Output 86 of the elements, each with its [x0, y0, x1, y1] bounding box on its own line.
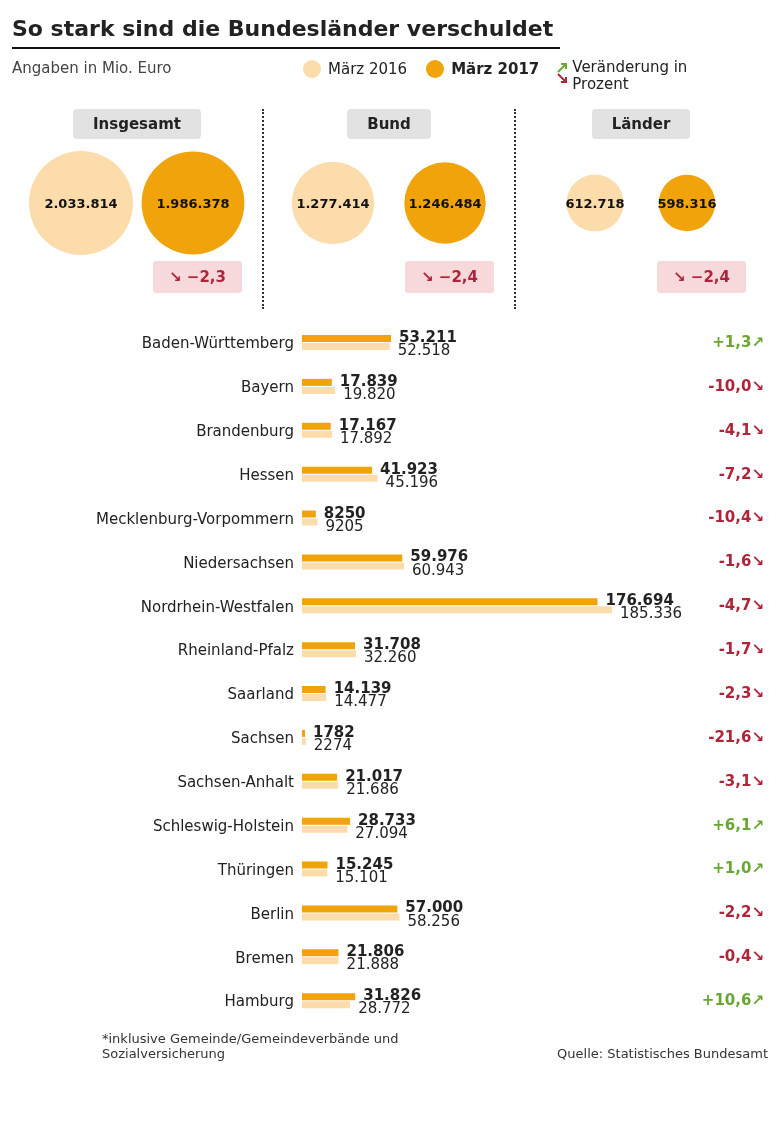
- legend-label: März 2017: [451, 60, 540, 78]
- bar: [302, 817, 351, 825]
- text: +1,3↗: [712, 332, 764, 351]
- bar: [302, 642, 356, 650]
- text: -10,4↘: [708, 508, 764, 527]
- y-tick-label: Niedersachsen: [183, 553, 294, 572]
- y-tick-label: Mecklenburg-Vorpommern: [96, 509, 294, 528]
- text: Veränderung in Prozent: [572, 58, 689, 93]
- text: ↘ −2,3: [169, 268, 226, 286]
- y-tick-label: Schleswig-Holstein: [152, 816, 294, 835]
- bar: [302, 422, 331, 430]
- y-tick-label: Berlin: [250, 904, 294, 923]
- bar: [302, 957, 339, 965]
- text: -0,4↘: [718, 947, 764, 966]
- bar: [302, 825, 348, 833]
- text: ↘ −2,4: [673, 268, 730, 286]
- category-label: Länder: [591, 109, 691, 139]
- text: So stark sind die Bundesländer verschuldet: [12, 8, 560, 49]
- legend-label: März 2016: [328, 60, 408, 78]
- data-label: 19.820: [343, 385, 396, 404]
- bar: [302, 343, 390, 350]
- bar: [302, 694, 327, 701]
- bar: [302, 554, 403, 562]
- category-label: Bund: [347, 109, 431, 139]
- data-label: 2274: [313, 736, 352, 755]
- y-tick-label: Saarland: [227, 685, 294, 704]
- bar: [302, 993, 356, 1001]
- bar: [302, 1001, 351, 1009]
- data-label: 1.986.378: [156, 196, 230, 211]
- bar: [302, 773, 338, 781]
- text: -1,7↘: [718, 640, 764, 659]
- text: -21,6↘: [708, 727, 764, 746]
- bar: [302, 378, 332, 386]
- y-tick-label: Sachsen-Anhalt: [177, 773, 295, 792]
- y-tick-label: Bayern: [241, 378, 294, 397]
- bar: [302, 430, 332, 438]
- y-tick-label: Sachsen: [230, 729, 294, 748]
- text: +10,6↗: [701, 991, 764, 1010]
- y-tick-label: Nordrhein-Westfalen: [140, 597, 294, 616]
- bar: [302, 335, 391, 342]
- text: -2,2↘: [718, 903, 764, 922]
- bar: [302, 949, 339, 957]
- bar: [302, 474, 378, 482]
- y-tick-label: Hamburg: [224, 992, 294, 1011]
- bar: [302, 386, 336, 394]
- text: -4,1↘: [718, 420, 764, 439]
- bar: [302, 737, 306, 745]
- bar: [302, 781, 339, 789]
- text: +1,0↗: [712, 859, 764, 878]
- text: -3,1↘: [718, 771, 764, 790]
- text: -1,6↘: [718, 552, 764, 571]
- data-label: 2.033.814: [44, 196, 118, 211]
- bar: [302, 598, 598, 606]
- text: -2,3↘: [718, 683, 764, 702]
- y-tick-label: Brandenburg: [196, 422, 294, 441]
- bar: [302, 869, 328, 877]
- category-label: Insgesamt: [73, 109, 201, 139]
- text: -4,7↘: [718, 596, 764, 615]
- bar: [302, 606, 612, 614]
- data-label: 52.518: [397, 341, 451, 360]
- source-note: Quelle: Statistisches Bundesamt: [557, 1046, 768, 1061]
- bar: [302, 466, 373, 474]
- y-tick-label: Hessen: [239, 465, 294, 484]
- text: -10,0↘: [708, 376, 764, 395]
- bar: [302, 729, 305, 737]
- y-tick-label: Thüringen: [216, 860, 294, 879]
- text: *inklusive Gemeinde/Gemeindeverbände und Sozialversicherung: [102, 1031, 400, 1061]
- bar: [302, 650, 356, 658]
- bar: [302, 861, 328, 869]
- data-label: 14.477: [334, 692, 387, 711]
- bar: [302, 510, 316, 518]
- bar: [302, 913, 400, 921]
- data-label: 1.246.484: [408, 196, 482, 211]
- bar: [302, 562, 404, 570]
- data-label: 612.718: [565, 196, 625, 211]
- bar: [302, 686, 326, 693]
- text: Angaben in Mio. Euro: [12, 59, 173, 77]
- text: ↘ −2,4: [421, 268, 478, 286]
- data-label: 1.277.414: [296, 196, 370, 211]
- text: -7,2↘: [718, 464, 764, 483]
- bar: [302, 518, 318, 526]
- y-tick-label: Rheinland-Pfalz: [177, 641, 295, 660]
- bar: [302, 905, 398, 913]
- y-tick-label: Baden-Württemberg: [141, 334, 294, 353]
- text: +6,1↗: [712, 815, 764, 834]
- y-tick-label: Bremen: [235, 948, 294, 967]
